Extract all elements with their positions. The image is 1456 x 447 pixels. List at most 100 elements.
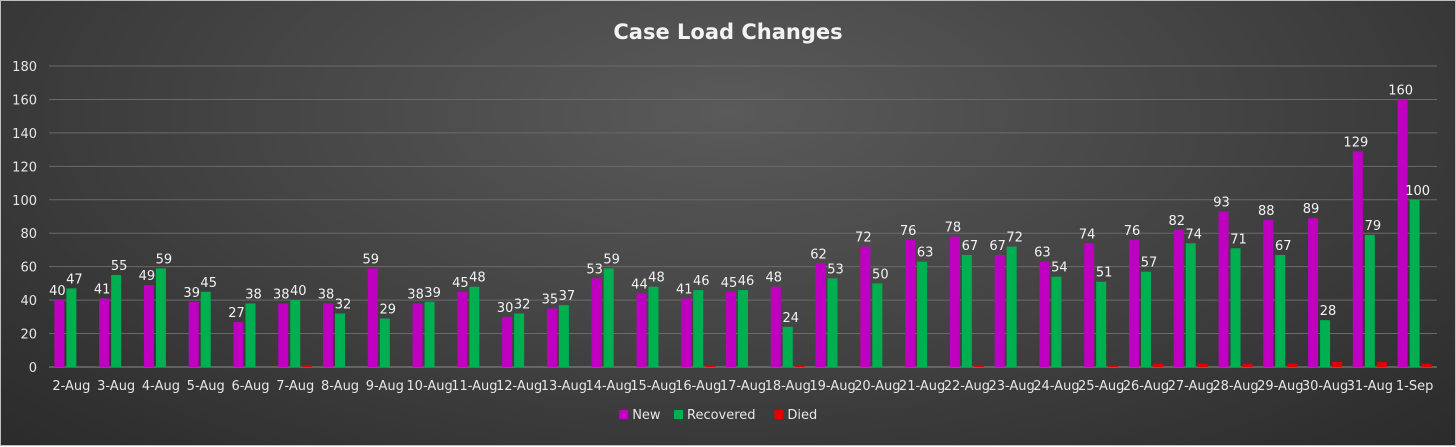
data-label-new: 160 xyxy=(1388,83,1413,98)
x-tick-label: 11-Aug xyxy=(451,379,497,394)
bar-died-31-Aug xyxy=(1376,361,1387,367)
x-tick-label: 26-Aug xyxy=(1123,379,1169,394)
bar-died-1-Sep xyxy=(1421,363,1432,367)
y-tick-label: 20 xyxy=(20,328,37,343)
x-tick-label: 9-Aug xyxy=(366,379,404,394)
bar-recovered-22-Aug xyxy=(961,254,972,367)
legend-swatch-recovered xyxy=(674,410,683,419)
bar-died-18-Aug xyxy=(794,365,805,367)
data-label-recovered: 63 xyxy=(917,246,934,261)
bar-recovered-7-Aug xyxy=(290,300,301,367)
x-tick-label: 18-Aug xyxy=(765,379,811,394)
data-label-recovered: 79 xyxy=(1365,219,1382,234)
bar-died-26-Aug xyxy=(1152,363,1163,367)
data-label-recovered: 59 xyxy=(156,252,173,267)
bar-died-30-Aug xyxy=(1332,361,1343,367)
bar-new-14-Aug xyxy=(591,278,602,367)
data-label-recovered: 57 xyxy=(1141,256,1158,271)
legend-label-recovered: Recovered xyxy=(687,408,756,423)
bar-recovered-6-Aug xyxy=(245,303,256,367)
data-label-recovered: 48 xyxy=(469,271,486,286)
x-tick-label: 7-Aug xyxy=(276,379,314,394)
data-label-new: 45 xyxy=(452,276,469,291)
x-tick-label: 13-Aug xyxy=(541,379,587,394)
y-tick-label: 100 xyxy=(12,194,37,209)
bar-recovered-8-Aug xyxy=(335,313,346,367)
data-label-new: 40 xyxy=(49,284,66,299)
bar-died-16-Aug xyxy=(705,365,716,367)
data-label-recovered: 67 xyxy=(1275,239,1292,254)
bar-new-6-Aug xyxy=(233,321,244,367)
data-label-recovered: 55 xyxy=(111,259,128,274)
data-label-new: 39 xyxy=(183,286,200,301)
x-tick-label: 14-Aug xyxy=(586,379,632,394)
x-tick-label: 3-Aug xyxy=(97,379,135,394)
bar-recovered-5-Aug xyxy=(200,291,211,367)
y-tick-label: 40 xyxy=(20,294,37,309)
x-tick-label: 10-Aug xyxy=(406,379,452,394)
data-label-new: 63 xyxy=(1034,246,1051,261)
data-label-recovered: 38 xyxy=(245,287,262,302)
x-tick-label: 12-Aug xyxy=(496,379,542,394)
bar-new-29-Aug xyxy=(1263,219,1274,367)
data-label-new: 53 xyxy=(586,262,603,277)
bar-died-25-Aug xyxy=(1108,365,1119,367)
bar-new-31-Aug xyxy=(1352,151,1363,367)
y-axis-ticks: 0 20 40 60 80 100 120 140 160 180 xyxy=(12,60,37,376)
x-tick-label: 30-Aug xyxy=(1302,379,1348,394)
bar-died-7-Aug xyxy=(302,365,313,367)
data-label-new: 49 xyxy=(139,269,156,284)
bar-new-22-Aug xyxy=(949,236,960,367)
data-label-new: 41 xyxy=(94,282,111,297)
bar-new-16-Aug xyxy=(681,298,692,367)
bar-recovered-20-Aug xyxy=(872,283,883,367)
y-tick-label: 0 xyxy=(29,361,37,376)
y-tick-label: 180 xyxy=(12,60,37,75)
bar-new-9-Aug xyxy=(367,268,378,367)
bar-recovered-12-Aug xyxy=(514,313,525,367)
y-tick-label: 160 xyxy=(12,93,37,108)
bar-recovered-27-Aug xyxy=(1185,243,1196,367)
bar-new-4-Aug xyxy=(143,285,154,367)
x-tick-label: 1-Sep xyxy=(1396,379,1433,394)
data-label-new: 62 xyxy=(810,247,827,262)
data-label-new: 129 xyxy=(1343,135,1368,150)
x-tick-label: 22-Aug xyxy=(944,379,990,394)
data-label-recovered: 40 xyxy=(290,284,307,299)
bars xyxy=(54,99,1432,367)
data-label-recovered: 100 xyxy=(1405,184,1430,199)
bar-recovered-31-Aug xyxy=(1364,234,1375,367)
data-label-new: 74 xyxy=(1079,227,1096,242)
data-label-new: 44 xyxy=(631,277,648,292)
data-label-recovered: 51 xyxy=(1096,266,1113,281)
bar-new-24-Aug xyxy=(1039,261,1050,367)
y-tick-label: 80 xyxy=(20,227,37,242)
bar-new-25-Aug xyxy=(1084,243,1095,367)
bar-recovered-18-Aug xyxy=(782,326,793,367)
bar-recovered-25-Aug xyxy=(1096,281,1107,367)
bar-recovered-10-Aug xyxy=(424,301,435,367)
data-label-new: 78 xyxy=(945,221,962,236)
legend: New Recovered Died xyxy=(619,408,817,423)
bar-recovered-17-Aug xyxy=(738,290,748,367)
bar-died-22-Aug xyxy=(973,365,984,367)
bar-recovered-15-Aug xyxy=(648,286,659,367)
data-label-new: 93 xyxy=(1213,195,1230,210)
bar-recovered-9-Aug xyxy=(379,318,390,367)
data-label-new: 48 xyxy=(766,271,783,286)
bar-new-27-Aug xyxy=(1173,229,1184,367)
x-tick-label: 25-Aug xyxy=(1078,379,1124,394)
data-label-recovered: 72 xyxy=(1006,231,1023,246)
data-label-new: 88 xyxy=(1258,204,1275,219)
bar-recovered-16-Aug xyxy=(693,290,704,367)
data-label-recovered: 29 xyxy=(380,303,397,318)
data-label-new: 30 xyxy=(497,301,514,316)
bar-new-17-Aug xyxy=(726,291,736,367)
bar-new-7-Aug xyxy=(278,303,289,367)
data-label-new: 76 xyxy=(1124,224,1141,239)
data-label-new: 59 xyxy=(363,252,380,267)
data-label-new: 38 xyxy=(273,287,290,302)
